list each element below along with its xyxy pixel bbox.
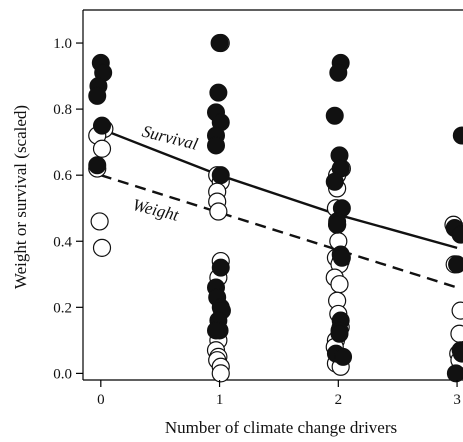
survival-point <box>325 106 344 125</box>
survival-point <box>446 364 463 383</box>
survival-point <box>452 126 463 145</box>
survival-point <box>452 344 463 363</box>
y-tick-label: 0.4 <box>53 234 72 250</box>
survival-point <box>210 34 229 53</box>
x-tick-label: 2 <box>335 392 343 408</box>
survival-point <box>93 116 111 135</box>
y-tick-label: 0.0 <box>53 366 72 382</box>
weight-point <box>451 301 463 320</box>
survival-point <box>88 156 107 175</box>
survival-point <box>325 172 344 191</box>
x-tick-label: 1 <box>216 392 224 408</box>
survival-point <box>328 215 347 234</box>
survival-point <box>207 321 225 340</box>
survival-point <box>334 347 353 366</box>
weight-point <box>330 275 349 294</box>
x-axis-title: Number of climate change drivers <box>165 418 397 437</box>
survival-point <box>451 225 463 244</box>
x-tick-label: 0 <box>97 392 105 408</box>
weight-point <box>90 212 109 231</box>
weight-fit-line <box>100 174 458 289</box>
y-tick-label: 0.6 <box>53 168 72 184</box>
survival-point <box>211 258 230 277</box>
y-tick-label: 0.2 <box>53 300 72 316</box>
weight-point <box>92 139 112 158</box>
survival-point <box>332 248 351 267</box>
weight-point <box>450 324 463 343</box>
survival-point <box>330 324 349 343</box>
weight-point <box>92 238 112 257</box>
y-tick-label: 1.0 <box>53 36 72 52</box>
survival-point <box>209 83 228 102</box>
axis-ticks: 0 1 2 3 0.0 0.2 0.4 0.6 0.8 1.0 <box>53 36 461 408</box>
y-axis-title: Weight or survival (scaled) <box>11 105 30 289</box>
weight-point <box>211 364 230 383</box>
survival-point <box>448 255 463 274</box>
weight-point <box>209 202 228 221</box>
survival-points <box>88 34 463 383</box>
survival-point <box>88 86 107 105</box>
survival-fit-line <box>100 127 458 250</box>
survival-point <box>211 166 230 185</box>
x-tick-label: 3 <box>453 392 461 408</box>
survival-point <box>207 136 225 155</box>
y-tick-label: 0.8 <box>53 102 72 118</box>
survival-point <box>329 63 348 82</box>
fit-lines <box>100 127 458 289</box>
plot-frame <box>82 9 463 381</box>
